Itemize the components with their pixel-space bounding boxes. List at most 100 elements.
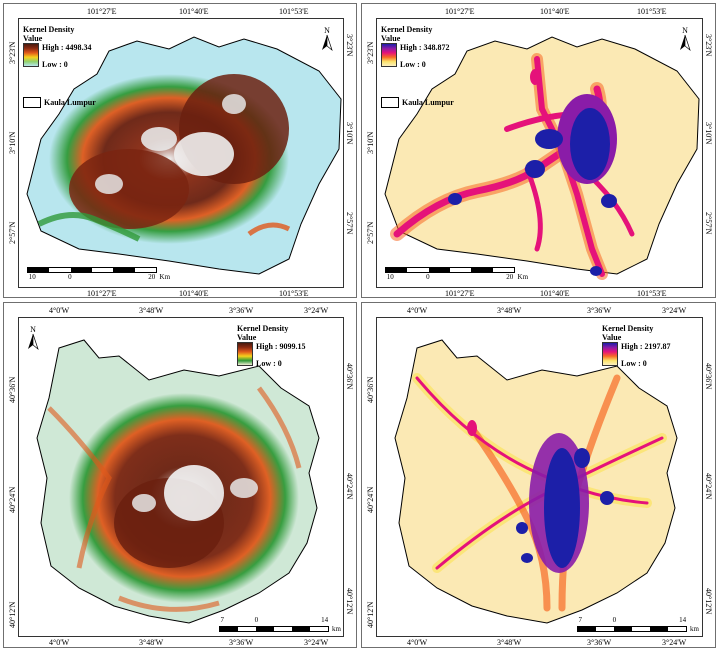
map-frame: N Kernel Density Value High : 9099.15 Lo… — [18, 317, 344, 637]
y-tick-left-2: 3°10'N — [366, 131, 375, 154]
y-tick-right-3: 2°57'N — [345, 212, 354, 235]
boundary-swatch — [381, 97, 399, 108]
scale-label-right: 14 — [679, 616, 687, 624]
y-tick-right-1: 3°23'N — [345, 34, 354, 57]
y-tick-left-3: 2°57'N — [366, 221, 375, 244]
map-panel-kl-roads: 101°27'E 101°40'E 101°53'E 101°27'E 101°… — [361, 3, 716, 298]
scale-label-left: 10 — [386, 273, 394, 281]
scale-bar: 7 0 14 km — [577, 616, 699, 633]
y-tick-left-2: 40°24'N — [366, 486, 375, 513]
y-tick-right-3: 40°12'N — [704, 588, 713, 615]
legend-subtitle: Value — [237, 333, 257, 343]
x-tick-top-1: 101°27'E — [445, 7, 475, 16]
scale-unit: km — [690, 625, 699, 633]
scale-label-zero: 0 — [254, 616, 259, 624]
legend-color-ramp — [237, 342, 253, 367]
boundary-label: Kaula Lumpur — [402, 98, 454, 107]
x-tick-bottom-3: 3°36'W — [587, 638, 612, 647]
scale-bar: 10 0 20 Km — [385, 267, 528, 282]
legend-color-ramp — [23, 43, 39, 68]
x-tick-top-2: 3°48'W — [139, 306, 164, 315]
scale-bar: 7 0 14 km — [219, 616, 341, 633]
legend-low: Low : 0 — [42, 60, 68, 70]
legend-high: High : 9099.15 — [256, 342, 306, 352]
y-tick-right-3: 40°12'N — [345, 588, 354, 615]
y-tick-left-1: 40°36'N — [8, 376, 17, 403]
scale-unit: Km — [159, 273, 171, 281]
x-tick-bottom-4: 3°24'W — [662, 638, 687, 647]
legend-title: Kernel Density — [381, 25, 433, 34]
y-tick-left-3: 2°57'N — [8, 221, 17, 244]
y-tick-left-2: 3°10'N — [8, 131, 17, 154]
y-tick-left-1: 3°23'N — [366, 41, 375, 64]
y-tick-right-2: 3°10'N — [345, 122, 354, 145]
legend: Kernel Density Value High : 4498.34 Low … — [23, 25, 92, 69]
x-tick-top-4: 3°24'W — [304, 306, 329, 315]
y-tick-right-3: 2°57'N — [704, 212, 713, 235]
boundary-swatch — [23, 97, 41, 108]
x-tick-top-3: 3°36'W — [587, 306, 612, 315]
north-arrow-icon: N — [677, 25, 693, 51]
boundary-key: Kaula Lumpur — [23, 97, 96, 108]
boundary-key: Kaula Lumpur — [381, 97, 454, 108]
y-tick-left-3: 40°12'N — [8, 601, 17, 628]
scale-label-zero: 0 — [612, 616, 617, 624]
map-panel-kl-residential: 101°27'E 101°40'E 101°53'E 101°27'E 101°… — [3, 3, 357, 298]
y-tick-right-1: 40°36'N — [704, 363, 713, 390]
density-map-kl-roads — [384, 36, 700, 280]
legend-subtitle: Value — [381, 34, 401, 44]
y-tick-left-1: 3°23'N — [8, 41, 17, 64]
x-tick-bottom-2: 101°40'E — [179, 289, 209, 298]
legend: Kernel Density Value High : 348.872 Low … — [381, 25, 450, 69]
density-map-kl-residential — [26, 36, 342, 275]
x-tick-top-3: 3°36'W — [229, 306, 254, 315]
map-frame: Kernel Density Value High : 2197.87 Low … — [376, 317, 703, 637]
y-tick-left-3: 40°12'N — [366, 601, 375, 628]
x-tick-bottom-3: 101°53'E — [279, 289, 309, 298]
x-tick-bottom-1: 4°0'W — [407, 638, 428, 647]
scale-label-left: 7 — [578, 616, 583, 624]
scale-label-zero: 0 — [426, 273, 430, 281]
x-tick-top-2: 101°40'E — [540, 7, 570, 16]
legend: Kernel Density Value High : 2197.87 Low … — [602, 324, 671, 368]
x-tick-bottom-2: 3°48'W — [497, 638, 522, 647]
y-tick-right-2: 3°10'N — [704, 122, 713, 145]
legend-subtitle: Value — [23, 34, 43, 44]
x-tick-top-2: 3°48'W — [497, 306, 522, 315]
legend-title: Kernel Density — [237, 324, 289, 333]
north-label: N — [324, 26, 330, 35]
x-tick-top-4: 3°24'W — [662, 306, 687, 315]
map-panel-madrid-residential: 4°0'W 3°48'W 3°36'W 3°24'W 4°0'W 3°48'W … — [3, 302, 357, 648]
x-tick-bottom-3: 3°36'W — [229, 638, 254, 647]
legend-low: Low : 0 — [621, 359, 647, 369]
x-tick-bottom-2: 3°48'W — [139, 638, 164, 647]
x-tick-bottom-1: 101°27'E — [445, 289, 475, 298]
x-tick-top-1: 101°27'E — [87, 7, 117, 16]
x-tick-top-1: 4°0'W — [407, 306, 428, 315]
scale-label-right: 20 — [506, 273, 514, 281]
x-tick-bottom-4: 3°24'W — [304, 638, 329, 647]
y-tick-left-1: 40°36'N — [366, 376, 375, 403]
y-tick-right-1: 40°36'N — [345, 363, 354, 390]
legend: Kernel Density Value High : 9099.15 Low … — [237, 324, 306, 368]
map-frame: Kernel Density Value High : 4498.34 Low … — [18, 18, 344, 288]
y-tick-right-2: 40°24'N — [704, 473, 713, 500]
legend-color-ramp — [602, 342, 618, 367]
scale-label-right: 14 — [321, 616, 329, 624]
legend-title: Kernel Density — [23, 25, 75, 34]
x-tick-bottom-2: 101°40'E — [540, 289, 570, 298]
boundary-label: Kaula Lumpur — [44, 98, 96, 107]
legend-high: High : 4498.34 — [42, 43, 92, 53]
scale-label-left: 10 — [28, 273, 36, 281]
scale-bar: 10 0 20 Km — [27, 267, 170, 282]
scale-label-right: 20 — [148, 273, 156, 281]
x-tick-top-3: 101°53'E — [637, 7, 667, 16]
north-arrow-icon: N — [319, 25, 335, 51]
map-panel-madrid-roads: 4°0'W 3°48'W 3°36'W 3°24'W 4°0'W 3°48'W … — [361, 302, 716, 648]
map-frame: Kernel Density Value High : 348.872 Low … — [376, 18, 703, 288]
scale-unit: Km — [517, 273, 529, 281]
legend-color-ramp — [381, 43, 397, 68]
x-tick-bottom-3: 101°53'E — [637, 289, 667, 298]
y-tick-left-2: 40°24'N — [8, 486, 17, 513]
legend-title: Kernel Density — [602, 324, 654, 333]
